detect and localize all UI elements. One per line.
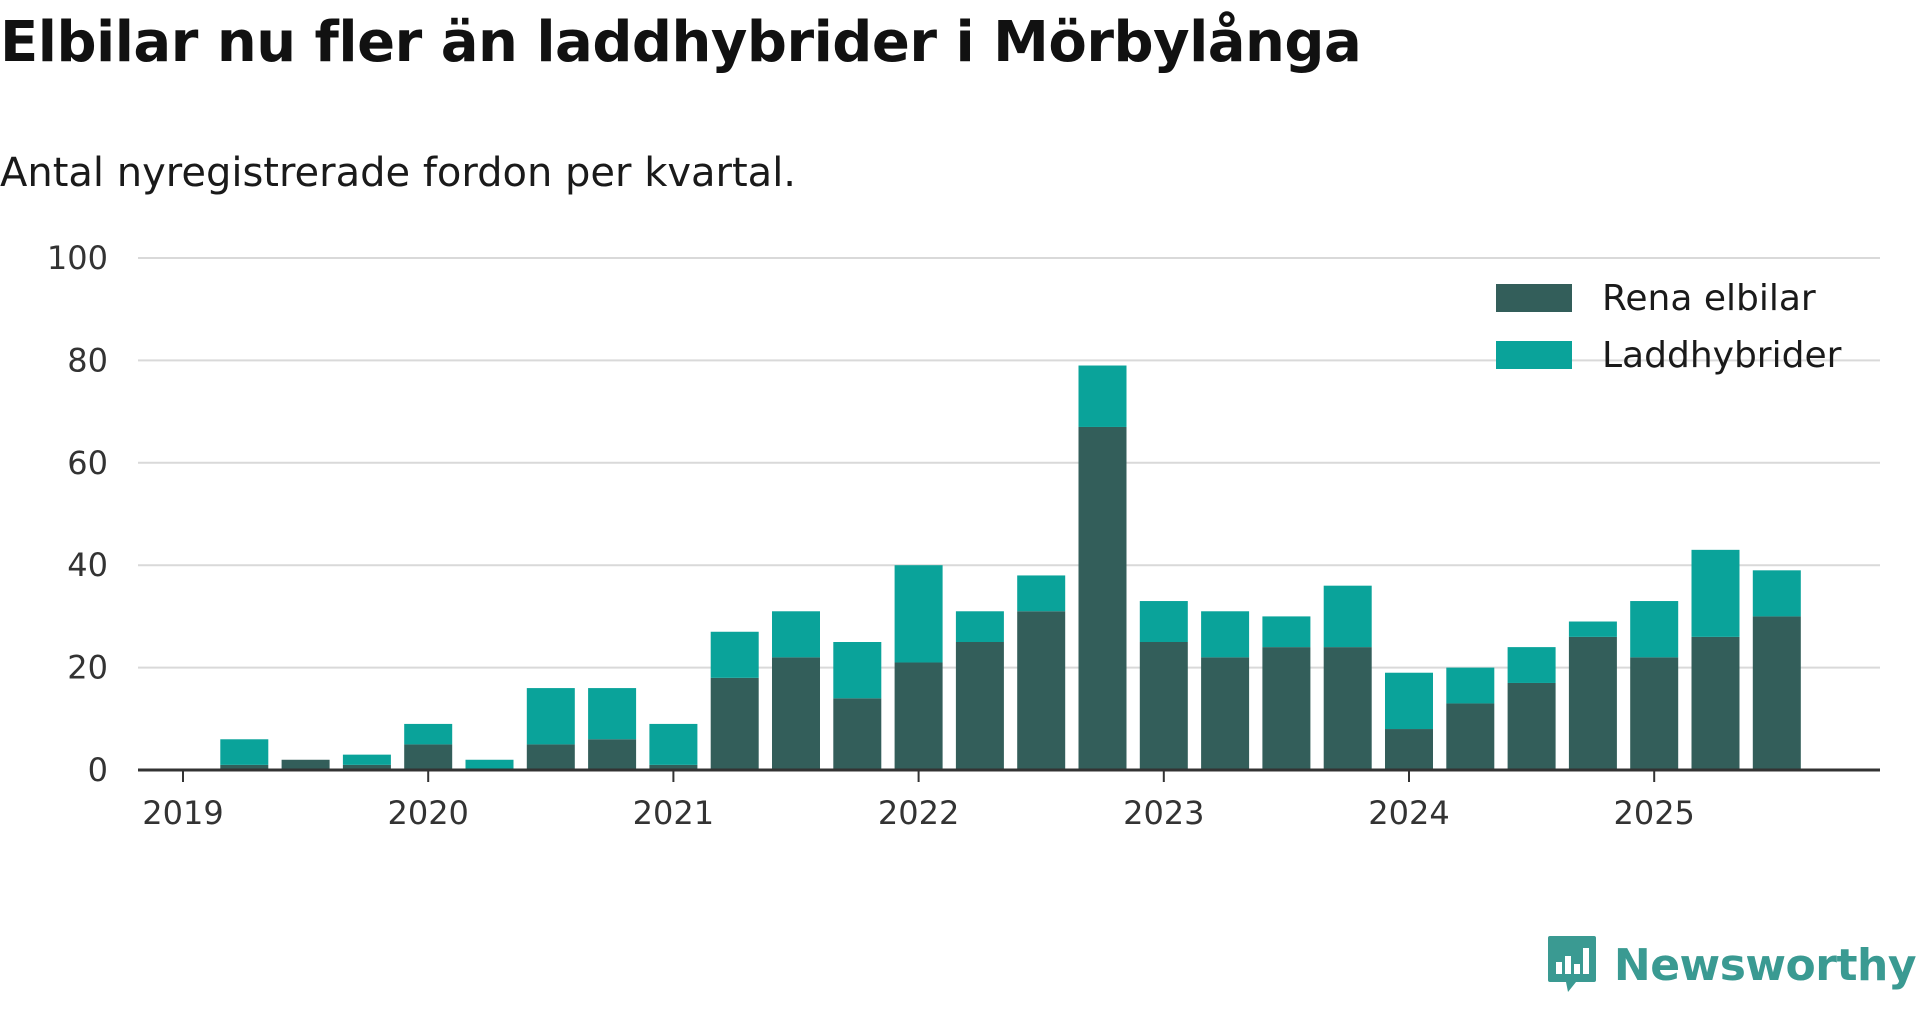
bar-rena-elbilar (772, 657, 820, 770)
bar-laddhybrider (526, 688, 575, 745)
chart-subtitle: Antal nyregistrerade fordon per kvartal. (0, 150, 797, 196)
bar-laddhybrider (1752, 570, 1801, 617)
x-tick-label: 2022 (878, 794, 959, 832)
bar-rena-elbilar (1507, 682, 1556, 770)
bar-rena-elbilar (710, 677, 759, 770)
bar-laddhybrider (1262, 616, 1311, 648)
bar-laddhybrider (1139, 601, 1188, 642)
bar-rena-elbilar (1201, 657, 1250, 770)
bar-laddhybrider (710, 631, 759, 678)
bar-rena-elbilar (1323, 647, 1372, 770)
bar-laddhybrider (649, 723, 698, 765)
bar-laddhybrider (955, 611, 1004, 642)
bar-rena-elbilar (281, 759, 330, 770)
bar-rena-elbilar (220, 764, 269, 770)
bar-rena-elbilar (1078, 426, 1127, 770)
bar-laddhybrider (894, 565, 943, 663)
bar-laddhybrider (1568, 621, 1617, 637)
bar-rena-elbilar (342, 764, 391, 770)
bar-laddhybrider (1446, 667, 1495, 704)
bar-laddhybrider (1201, 611, 1250, 658)
legend-label: Rena elbilar (1602, 278, 1816, 319)
legend-swatch (1496, 341, 1572, 369)
bar-laddhybrider (1017, 575, 1066, 612)
y-tick-label: 0 (88, 751, 108, 789)
bar-laddhybrider (1507, 647, 1556, 683)
bar-rena-elbilar (1630, 657, 1679, 770)
x-tick-label: 2019 (142, 794, 223, 832)
legend-swatch (1496, 284, 1572, 312)
y-tick-label: 80 (67, 341, 108, 379)
x-tick-label: 2021 (633, 794, 714, 832)
x-tick-label: 2024 (1368, 794, 1449, 832)
bar-laddhybrider (220, 739, 269, 765)
bar-laddhybrider (833, 642, 882, 699)
x-tick-label: 2023 (1123, 794, 1204, 832)
legend-label: Laddhybrider (1602, 335, 1842, 376)
bar-rena-elbilar (526, 744, 575, 770)
bar-laddhybrider (404, 723, 453, 745)
bar-rena-elbilar (833, 698, 882, 770)
bar-rena-elbilar (894, 662, 943, 770)
chart-title: Elbilar nu fler än laddhybrider i Mörbyl… (0, 10, 1362, 75)
brand-logo: Newsworthy (1546, 934, 1917, 996)
bar-rena-elbilar (1568, 636, 1617, 770)
x-tick-label: 2020 (387, 794, 468, 832)
bar-rena-elbilar (1752, 616, 1801, 770)
x-tick-label: 2025 (1613, 794, 1694, 832)
bar-rena-elbilar (1691, 636, 1740, 770)
bar-laddhybrider (1078, 365, 1127, 427)
bar-laddhybrider (465, 759, 514, 770)
bar-rena-elbilar (1385, 729, 1433, 770)
bar-rena-elbilar (1139, 642, 1188, 770)
bar-rena-elbilar (1262, 647, 1311, 770)
bar-laddhybrider (1691, 549, 1740, 637)
bar-laddhybrider (772, 611, 820, 658)
y-tick-label: 40 (67, 546, 108, 584)
bar-rena-elbilar (404, 744, 453, 770)
brand-name: Newsworthy (1613, 939, 1917, 991)
bar-laddhybrider (1323, 585, 1372, 648)
y-tick-label: 60 (67, 444, 108, 482)
bar-laddhybrider (1385, 672, 1433, 730)
bar-rena-elbilar (955, 642, 1004, 770)
bar-rena-elbilar (1017, 611, 1066, 770)
newsworthy-logo-icon (1547, 936, 1596, 992)
bar-laddhybrider (1630, 601, 1679, 658)
y-tick-label: 20 (67, 649, 108, 687)
bar-rena-elbilar (588, 739, 637, 770)
bar-rena-elbilar (649, 764, 698, 770)
y-tick-label: 100 (47, 239, 108, 277)
bar-laddhybrider (342, 754, 391, 765)
bar-rena-elbilar (1446, 703, 1495, 770)
bar-laddhybrider (588, 688, 637, 740)
